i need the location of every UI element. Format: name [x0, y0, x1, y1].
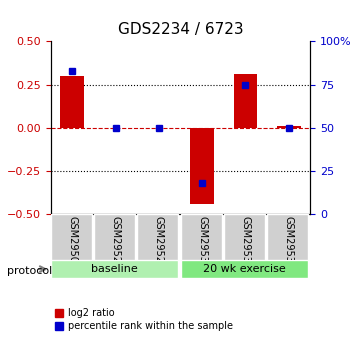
Text: GSM29536: GSM29536	[284, 216, 294, 269]
Bar	[190, 128, 214, 204]
Bar	[60, 76, 84, 128]
FancyBboxPatch shape	[267, 214, 308, 260]
Text: GSM29507: GSM29507	[67, 216, 77, 269]
FancyBboxPatch shape	[137, 214, 178, 260]
Bar	[234, 74, 257, 128]
Text: GDS2234 / 6723: GDS2234 / 6723	[118, 22, 243, 37]
Legend: log2 ratio, percentile rank within the sample: log2 ratio, percentile rank within the s…	[55, 308, 233, 332]
FancyBboxPatch shape	[51, 260, 178, 278]
Text: baseline: baseline	[91, 264, 138, 274]
FancyBboxPatch shape	[180, 260, 308, 278]
FancyBboxPatch shape	[94, 214, 135, 260]
Text: protocol: protocol	[7, 266, 52, 276]
FancyBboxPatch shape	[51, 214, 92, 260]
Text: GSM29523: GSM29523	[110, 216, 121, 269]
FancyBboxPatch shape	[180, 214, 222, 260]
FancyBboxPatch shape	[224, 214, 265, 260]
Bar	[277, 126, 301, 128]
Text: GSM29535: GSM29535	[240, 216, 251, 269]
Text: 20 wk exercise: 20 wk exercise	[203, 264, 286, 274]
Text: GSM29533: GSM29533	[197, 216, 207, 269]
Text: GSM29529: GSM29529	[154, 216, 164, 269]
